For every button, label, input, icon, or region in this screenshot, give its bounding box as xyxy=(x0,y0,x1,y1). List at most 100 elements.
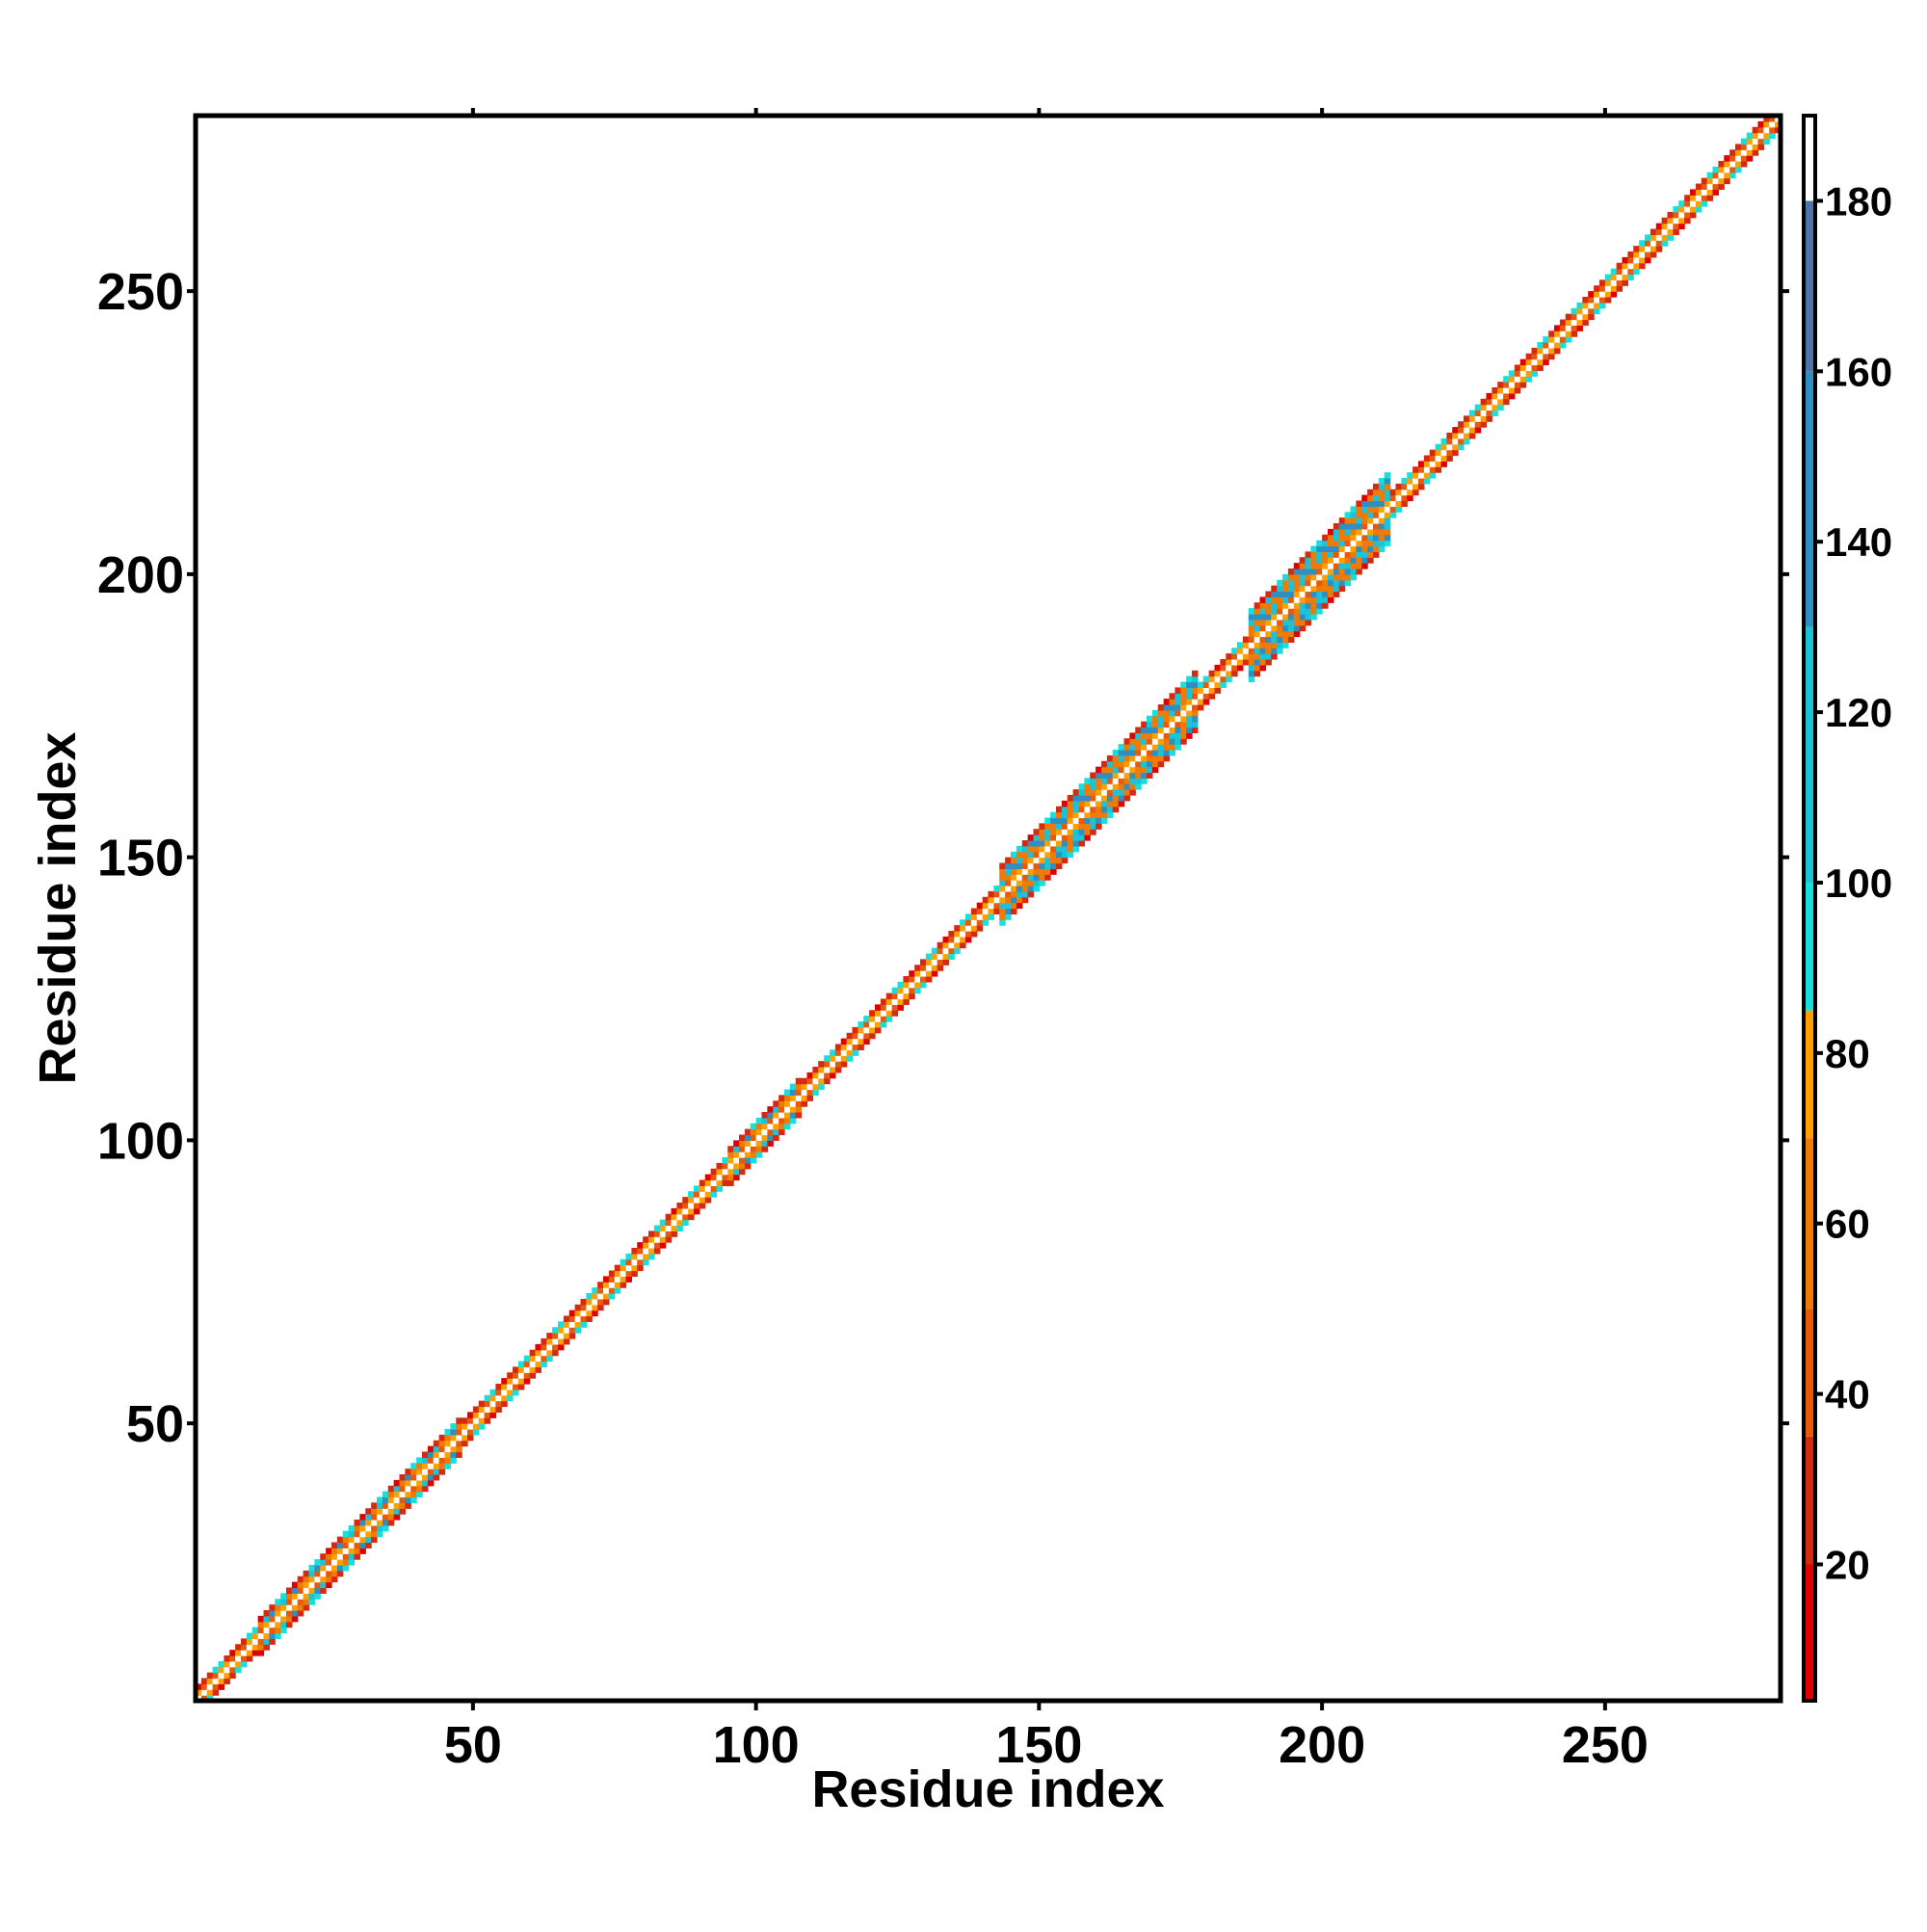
heatmap-cell xyxy=(1565,319,1572,326)
heatmap-cell xyxy=(513,1378,519,1385)
heatmap-cell xyxy=(1452,437,1459,445)
heatmap-cell xyxy=(1287,630,1295,638)
heatmap-cell xyxy=(410,1496,417,1503)
heatmap-cell xyxy=(1050,868,1057,875)
heatmap-cell xyxy=(1701,195,1708,201)
heatmap-cell xyxy=(1418,483,1425,490)
heatmap-cell xyxy=(1322,557,1329,564)
heatmap-cell xyxy=(988,908,994,914)
heatmap-cell xyxy=(676,1219,683,1227)
heatmap-cell xyxy=(1044,845,1051,853)
heatmap-cell xyxy=(393,1485,401,1493)
heatmap-cell xyxy=(1316,569,1323,575)
heatmap-cell xyxy=(1316,608,1323,615)
heatmap-cell xyxy=(1328,540,1334,547)
heatmap-cell xyxy=(1163,744,1171,751)
heatmap-cell xyxy=(653,1248,661,1255)
heatmap-cell xyxy=(331,1559,338,1566)
heatmap-cell xyxy=(773,1117,779,1125)
heatmap-cell xyxy=(830,1055,836,1062)
heatmap-cell xyxy=(280,1593,287,1600)
heatmap-cell xyxy=(359,1524,366,1532)
heatmap-cell xyxy=(241,1655,248,1662)
heatmap-cell xyxy=(450,1440,457,1447)
heatmap-cell xyxy=(1752,149,1759,156)
heatmap-cell xyxy=(1367,517,1374,524)
heatmap-cell xyxy=(422,1457,429,1464)
heatmap-cell xyxy=(1180,699,1187,705)
heatmap-cell xyxy=(1435,443,1442,451)
heatmap-cell xyxy=(716,1168,723,1176)
heatmap-cell xyxy=(1090,783,1096,790)
heatmap-cell xyxy=(1254,670,1261,677)
heatmap-cell xyxy=(1344,517,1352,524)
heatmap-cell xyxy=(1395,500,1402,507)
heatmap-cell xyxy=(495,1400,502,1408)
heatmap-cell xyxy=(643,1253,649,1260)
heatmap-cell xyxy=(1254,664,1261,672)
heatmap-cell xyxy=(1129,789,1136,796)
heatmap-cell xyxy=(1186,709,1193,717)
heatmap-cell xyxy=(574,1327,582,1334)
heatmap-cell xyxy=(897,1004,904,1011)
heatmap-cell xyxy=(727,1157,734,1164)
heatmap-cell xyxy=(336,1536,344,1544)
heatmap-cell xyxy=(1163,732,1171,739)
heatmap-cell xyxy=(1661,223,1669,230)
heatmap-cell xyxy=(291,1599,299,1605)
heatmap-cell xyxy=(1033,874,1040,881)
heatmap-cell xyxy=(206,1695,214,1702)
heatmap-cell xyxy=(1373,551,1380,558)
heatmap-cell xyxy=(885,998,893,1005)
heatmap-cell xyxy=(472,1423,480,1430)
heatmap-cell xyxy=(1192,693,1199,700)
heatmap-cell xyxy=(1401,494,1408,502)
heatmap-cell xyxy=(1254,653,1261,660)
heatmap-cell xyxy=(467,1429,474,1436)
heatmap-cell xyxy=(1350,540,1357,547)
heatmap-cell xyxy=(393,1502,401,1509)
heatmap-cell xyxy=(750,1146,757,1152)
heatmap-cell xyxy=(1395,483,1402,490)
heatmap-cell xyxy=(993,890,1000,898)
heatmap-cell xyxy=(1157,744,1165,751)
heatmap-cell xyxy=(1310,563,1317,569)
heatmap-cell xyxy=(501,1384,508,1390)
heatmap-cell xyxy=(625,1270,632,1277)
heatmap-cell xyxy=(1305,569,1311,575)
heatmap-cell xyxy=(931,965,938,971)
heatmap-cell xyxy=(1305,551,1311,558)
heatmap-cell xyxy=(1559,319,1567,326)
heatmap-cell xyxy=(625,1276,632,1283)
heatmap-cell xyxy=(1480,421,1488,428)
heatmap-cell xyxy=(1616,274,1623,280)
heatmap-cell xyxy=(387,1485,395,1493)
heatmap-cell xyxy=(1005,896,1012,904)
heatmap-cell xyxy=(875,1004,882,1011)
heatmap-cell xyxy=(1293,569,1301,575)
heatmap-cell xyxy=(1412,478,1419,485)
heatmap-cell xyxy=(546,1343,553,1351)
heatmap-cell xyxy=(263,1644,270,1651)
heatmap-cell xyxy=(1418,466,1425,473)
heatmap-cell xyxy=(1123,738,1130,745)
heatmap-cell xyxy=(246,1650,253,1656)
heatmap-cell xyxy=(563,1315,570,1322)
heatmap-cell xyxy=(863,1021,870,1028)
heatmap-cell xyxy=(676,1207,683,1215)
heatmap-cell xyxy=(1259,614,1266,621)
heatmap-cell xyxy=(1328,528,1334,536)
heatmap-cell xyxy=(558,1321,565,1328)
heatmap-cell xyxy=(1350,545,1357,552)
heatmap-cell xyxy=(755,1151,763,1158)
heatmap-cell xyxy=(513,1366,519,1373)
heatmap-cell xyxy=(914,976,921,983)
heatmap-cell xyxy=(648,1236,655,1243)
heatmap-cell xyxy=(529,1372,537,1379)
heatmap-cell xyxy=(438,1457,446,1464)
heatmap-cell xyxy=(1220,664,1227,672)
heatmap-cell xyxy=(1011,880,1017,887)
heatmap-cell xyxy=(1277,630,1283,638)
heatmap-cell xyxy=(970,908,978,914)
heatmap-cell xyxy=(1231,659,1238,666)
